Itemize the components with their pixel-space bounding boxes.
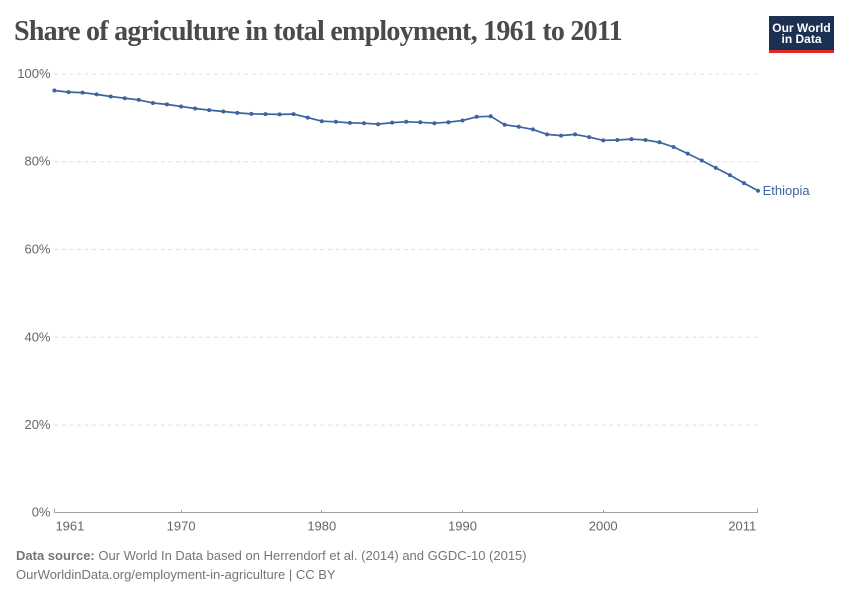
svg-text:1980: 1980	[307, 519, 336, 534]
svg-text:2000: 2000	[589, 519, 618, 534]
svg-text:2011: 2011	[728, 519, 756, 534]
svg-text:100%: 100%	[17, 66, 51, 81]
svg-text:20%: 20%	[24, 417, 50, 432]
svg-text:Ethiopia: Ethiopia	[763, 183, 811, 198]
svg-text:40%: 40%	[24, 329, 50, 344]
svg-text:1990: 1990	[448, 519, 477, 534]
svg-text:1970: 1970	[167, 519, 196, 534]
svg-text:80%: 80%	[24, 154, 50, 169]
svg-text:60%: 60%	[24, 242, 50, 257]
svg-text:0%: 0%	[32, 505, 51, 520]
svg-text:1961: 1961	[55, 519, 84, 534]
